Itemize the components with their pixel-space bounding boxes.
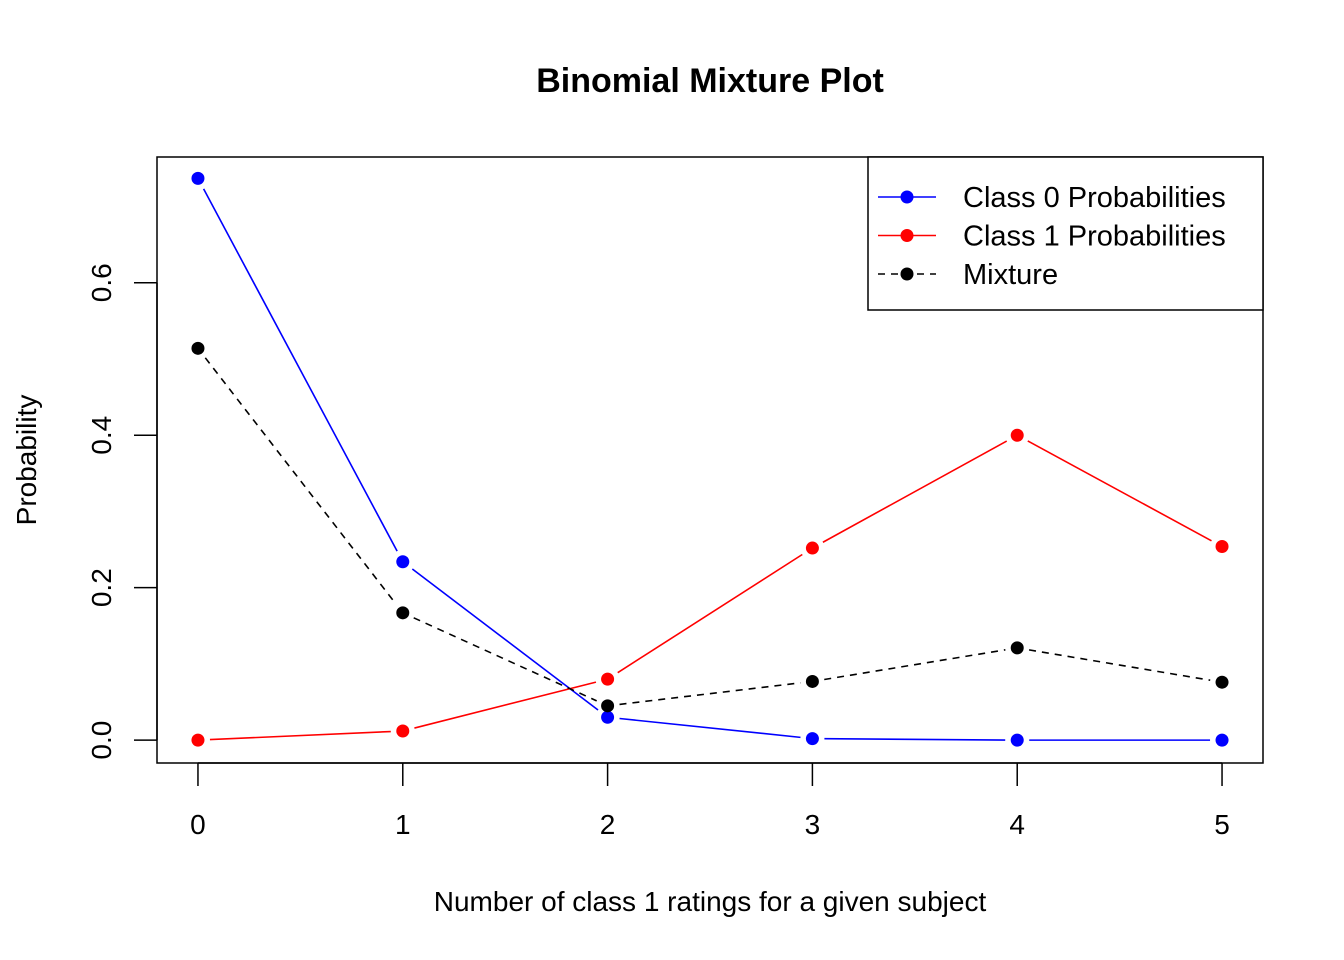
y-tick-label: 0.4 xyxy=(86,416,117,455)
data-point xyxy=(1215,733,1229,747)
y-tick-label: 0.2 xyxy=(86,568,117,607)
series-line-segment xyxy=(617,553,803,674)
data-point xyxy=(396,724,410,738)
data-point xyxy=(805,674,819,688)
x-tick-label: 1 xyxy=(395,809,411,840)
data-point xyxy=(396,606,410,620)
series-line-segment xyxy=(204,357,397,604)
series-line-segment xyxy=(619,717,801,739)
data-point xyxy=(1010,428,1024,442)
data-point xyxy=(191,341,205,355)
x-tick-label: 5 xyxy=(1214,809,1230,840)
y-axis-label: Probability xyxy=(11,395,42,526)
x-axis: 0 1 2 3 4 5 xyxy=(190,762,1230,840)
legend-label: Mixture xyxy=(963,259,1058,291)
series-line-segment xyxy=(1028,649,1211,682)
series-layer xyxy=(191,171,1229,747)
legend-marker xyxy=(900,229,914,242)
series-3 xyxy=(191,341,1229,713)
legend-label: Class 1 Probabilities xyxy=(963,221,1226,253)
x-tick-label: 0 xyxy=(190,809,206,840)
legend: Class 0 Probabilities Class 1 Probabiliti… xyxy=(867,156,1264,311)
x-tick-label: 3 xyxy=(805,809,821,840)
legend-box xyxy=(867,156,1264,311)
series-line-segment xyxy=(413,617,597,702)
legend-entry: Class 0 Probabilities xyxy=(878,182,1226,214)
legend-marker xyxy=(900,267,914,281)
data-point xyxy=(601,672,615,686)
legend-entry: Mixture xyxy=(878,259,1058,291)
data-point xyxy=(805,541,819,555)
y-tick-label: 0.0 xyxy=(86,721,117,760)
series-line-segment xyxy=(202,188,398,552)
x-tick-label: 4 xyxy=(1009,809,1025,840)
series-line-segment xyxy=(822,440,1008,543)
y-axis: 0.0 0.2 0.4 0.6 xyxy=(86,263,158,760)
data-point xyxy=(1010,733,1024,747)
data-point xyxy=(601,710,615,724)
series-line-segment xyxy=(414,681,597,729)
legend-entry: Class 1 Probabilities xyxy=(878,221,1226,253)
data-point xyxy=(805,732,819,746)
series-line-segment xyxy=(619,682,801,706)
series-line-segment xyxy=(1027,440,1212,542)
data-point xyxy=(396,555,410,569)
data-point xyxy=(1215,540,1229,554)
x-axis-label: Number of class 1 ratings for a given su… xyxy=(434,886,987,917)
series-line-segment xyxy=(411,568,599,711)
data-point xyxy=(191,171,205,185)
series-line-segment xyxy=(209,730,391,741)
data-point xyxy=(191,733,205,747)
data-point xyxy=(1010,641,1024,655)
x-tick-label: 2 xyxy=(600,809,616,840)
data-point xyxy=(601,699,615,713)
series-line-segment xyxy=(824,737,1006,741)
series-line-segment xyxy=(824,649,1006,681)
series-2 xyxy=(191,428,1229,747)
series-1 xyxy=(191,171,1229,747)
data-point xyxy=(1215,675,1229,689)
legend-marker xyxy=(900,190,914,204)
y-tick-label: 0.6 xyxy=(86,263,117,302)
legend-label: Class 0 Probabilities xyxy=(963,182,1226,214)
chart-title: Binomial Mixture Plot xyxy=(536,62,884,100)
